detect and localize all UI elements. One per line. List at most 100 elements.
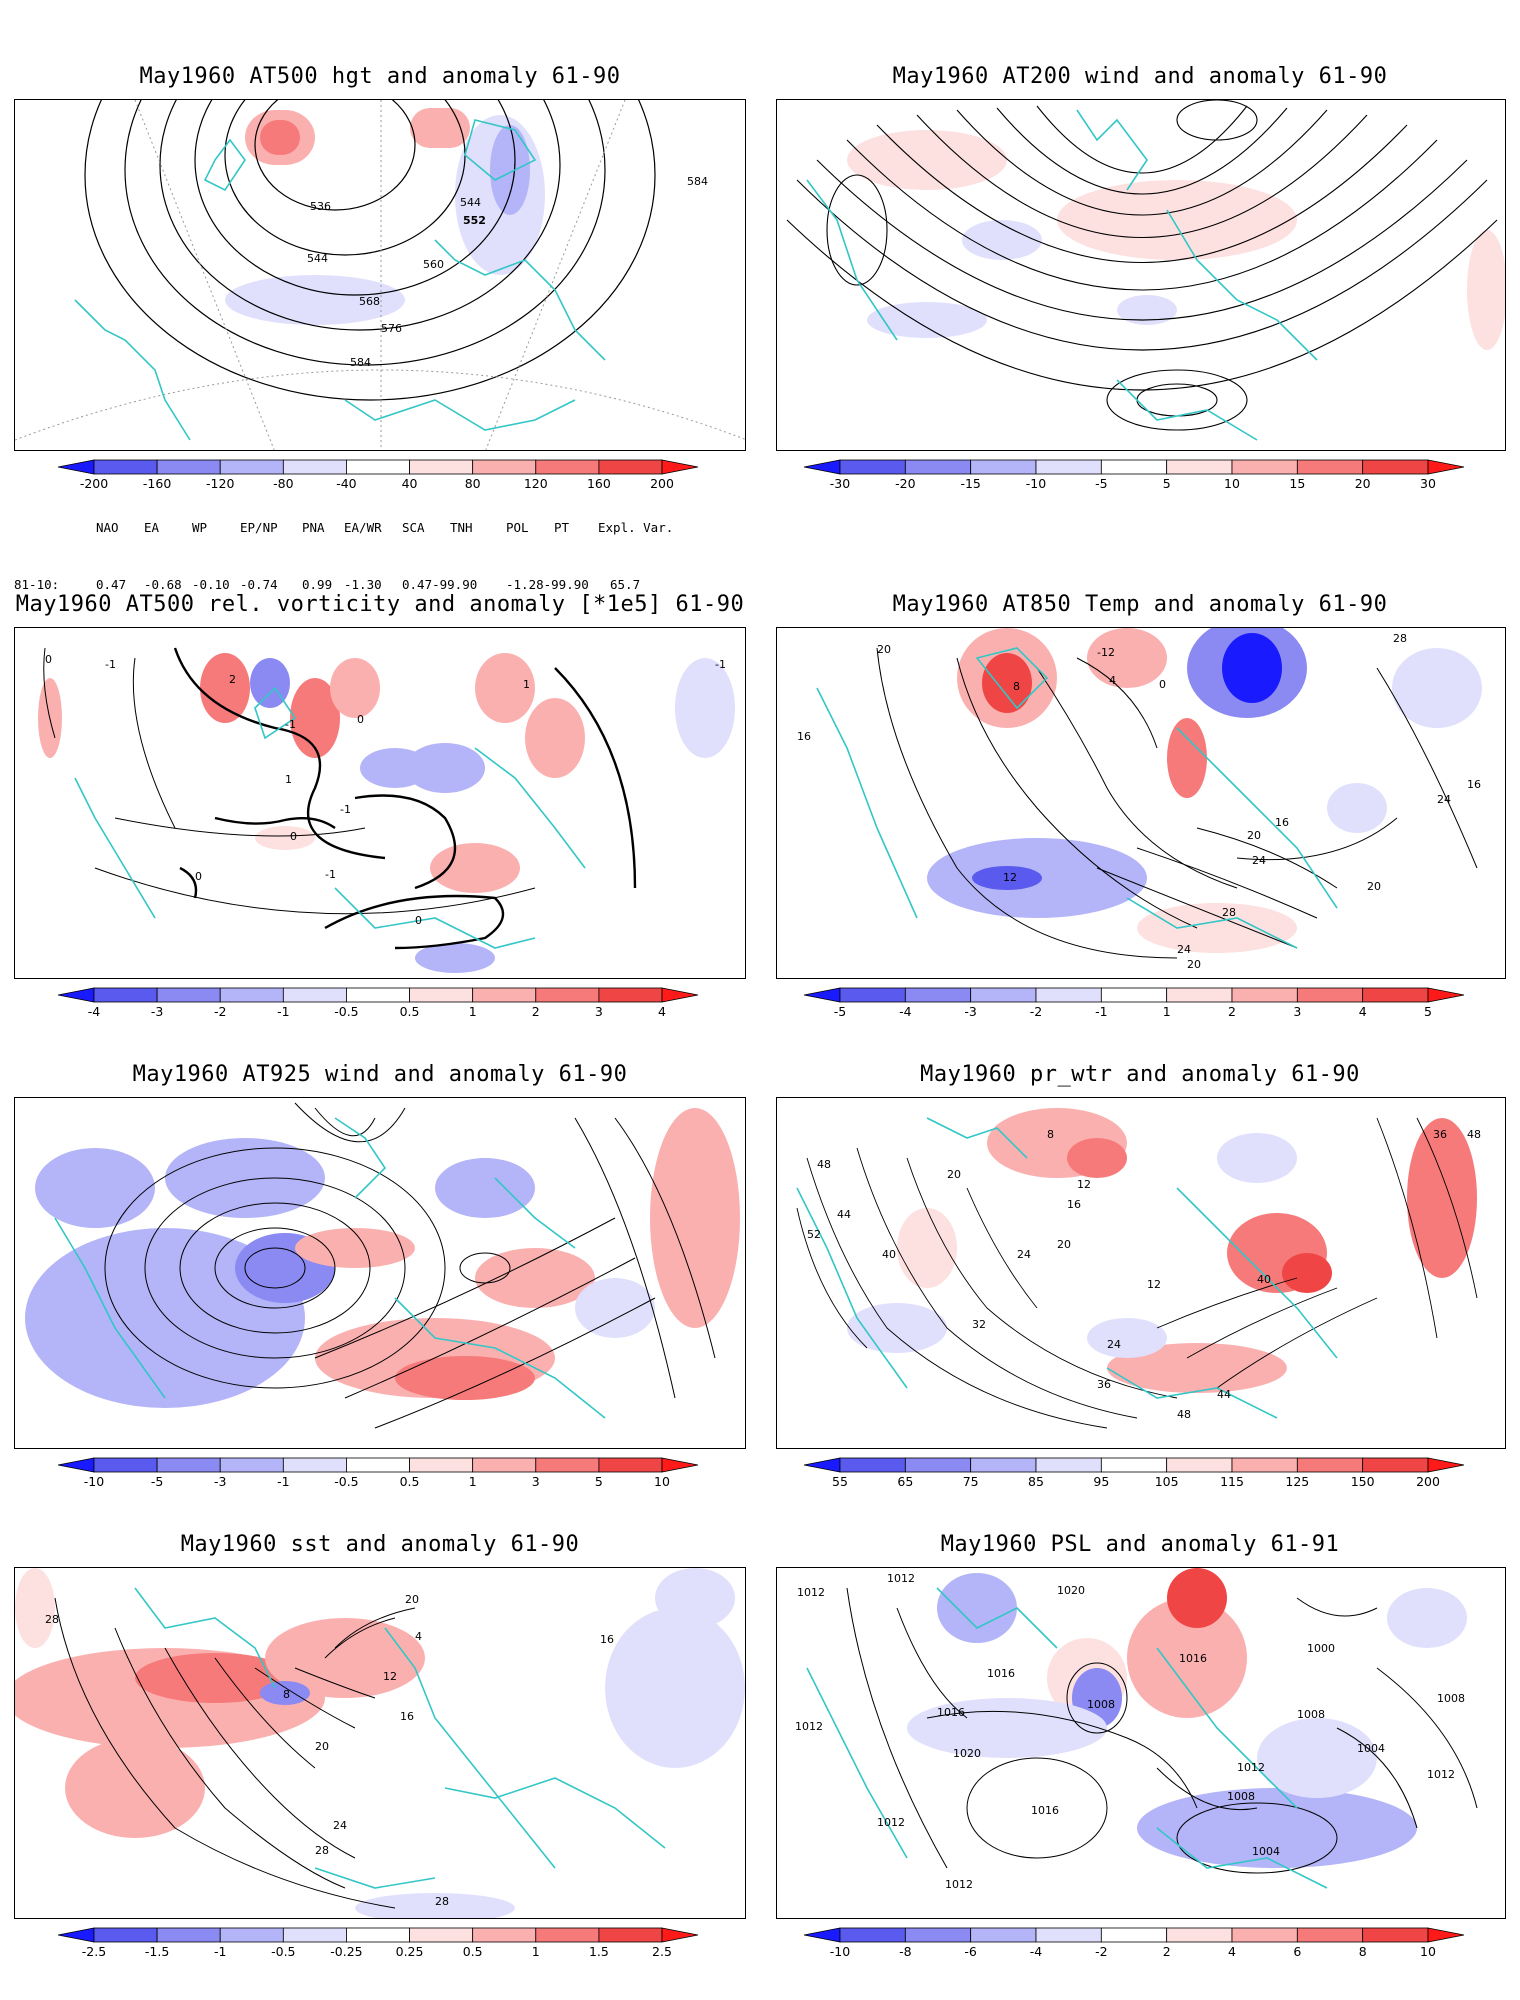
anom-positive-region — [255, 826, 315, 850]
colorbar-segment — [219, 459, 284, 475]
colorbar-tick-label: 1 — [532, 1944, 540, 1959]
colorbar-tick-label: 0.5 — [400, 1004, 420, 1019]
colorbar-arrow-left — [57, 1927, 95, 1943]
colorbar-segment — [1166, 459, 1233, 475]
anom-positive-region — [200, 653, 250, 723]
contour-label: 24 — [1107, 1338, 1121, 1351]
anom-negative-region — [1327, 783, 1387, 833]
colorbar-tick-label: -0.5 — [271, 1944, 295, 1959]
anom-negative-region — [25, 1228, 305, 1408]
colorbar-tick-label: 10 — [1420, 1944, 1436, 1959]
panel-title: May1960 AT925 wind and anomaly 61-90 — [132, 1062, 628, 1087]
anom-positive-region — [330, 658, 380, 718]
colorbar-segment — [1362, 1927, 1429, 1943]
contour-label: 0 — [290, 830, 297, 843]
colorbar-arrow-right — [1427, 1927, 1465, 1943]
contour-label: 1016 — [987, 1667, 1015, 1680]
colorbar-segment — [970, 1927, 1037, 1943]
colorbar-tick-label: 0.25 — [396, 1944, 424, 1959]
contour-label: -1 — [325, 868, 336, 881]
colorbar-tick-label: 4 — [658, 1004, 666, 1019]
colorbar-tick-label: 5 — [1163, 476, 1171, 491]
colorbar-segment — [93, 987, 158, 1003]
anom-positive-region — [265, 1618, 425, 1698]
colorbar-segment — [598, 987, 663, 1003]
colorbar-segment — [1035, 459, 1102, 475]
map-psl: 1012 1012 1020 1016 1008 1016 1020 1012 … — [776, 1567, 1506, 1919]
contour-label: -1 — [105, 658, 116, 671]
anom-positive-region — [65, 1738, 205, 1838]
colorbar-tick-label: -2 — [1030, 1004, 1042, 1019]
contour-label: 20 — [1057, 1238, 1071, 1251]
colorbar-tick-label: 160 — [587, 476, 611, 491]
map-at500-vorticity: 0 -1 2 -1 0 1 -1 0 -1 0 0 1 -1 — [14, 627, 746, 979]
colorbar-tick-label: 1 — [469, 1004, 477, 1019]
contour-label: 1012 — [945, 1878, 973, 1891]
colorbar-tick-label: -4 — [899, 1004, 912, 1019]
contour-label: 20 — [1187, 958, 1201, 971]
colorbar-tick-label: 65 — [897, 1474, 913, 1489]
panel-at925-wind: May1960 AT925 wind and anomaly 61-90 — [0, 1030, 760, 1500]
colorbar-tick-label: 20 — [1355, 476, 1371, 491]
contour-label: 0 — [357, 713, 364, 726]
contour-label: 12 — [1077, 1178, 1091, 1191]
teleconnection-header: TNH — [450, 520, 473, 535]
contour-label: 568 — [359, 295, 380, 308]
contour-label: 24 — [1017, 1248, 1031, 1261]
colorbar-arrow-right — [1427, 987, 1465, 1003]
teleconnection-value: -1.30 — [344, 577, 382, 592]
anom-negative-region — [867, 302, 987, 338]
colorbar-tick-label: 40 — [402, 476, 418, 491]
contour-label: 0 — [415, 914, 422, 927]
teleconnection-header: SCA — [402, 520, 425, 535]
colorbar-segment — [904, 1927, 972, 1943]
colorbar-tick-label: 6 — [1293, 1944, 1301, 1959]
anom-positive-region — [475, 1248, 595, 1308]
colorbar-tick-label: 30 — [1420, 476, 1436, 491]
anom-positive-region — [395, 1356, 535, 1400]
colorbar-tick-label: -8 — [899, 1944, 912, 1959]
colorbar-tick-label: 8 — [1359, 1944, 1367, 1959]
colorbar-tick-label: 2.5 — [652, 1944, 672, 1959]
teleconnection-value: -0.10 — [192, 577, 230, 592]
colorbar-segment — [219, 1457, 284, 1473]
contour-label: 52 — [807, 1228, 821, 1241]
colorbar-segment — [282, 459, 347, 475]
colorbar-arrow-left — [803, 1457, 841, 1473]
colorbar-svg: -5 -4 -3 -2 -1 1 2 3 4 5 — [803, 987, 1465, 1019]
anom-negative-region — [1222, 633, 1282, 703]
anom-positive-region — [1167, 718, 1207, 798]
colorbar-tick-label: -5 — [151, 1474, 163, 1489]
colorbar-segment — [156, 1457, 221, 1473]
colorbar-segment — [535, 987, 600, 1003]
colorbar-tick-label: -20 — [895, 476, 915, 491]
colorbar-svg: -10 -8 -6 -4 -2 2 4 6 8 10 — [803, 1927, 1465, 1959]
colorbar-tick-label: 15 — [1289, 476, 1305, 491]
teleconnection-header-row: NAO EA WP EP/NP PNA EA/WR SCA TNH POL PT Expl. Var… — [14, 518, 690, 537]
colorbar-segment — [1100, 1457, 1168, 1473]
colorbar-segment — [1166, 1457, 1233, 1473]
teleconnection-header: POL — [506, 520, 529, 535]
anom-negative-region — [1257, 1718, 1377, 1798]
contour-label: 4 — [1109, 674, 1116, 687]
anom-negative-region — [847, 1303, 947, 1353]
colorbar-tick-label: 200 — [1416, 1474, 1440, 1489]
teleconnection-table: NAO EA WP EP/NP PNA EA/WR SCA TNH POL PT Expl. Var… — [14, 480, 690, 613]
colorbar-tick-label: 0.5 — [400, 1474, 420, 1489]
colorbar-segment — [1035, 1457, 1102, 1473]
colorbar-arrow-left — [803, 459, 841, 475]
colorbar-segment — [1231, 459, 1298, 475]
contour-label: 16 — [1275, 816, 1289, 829]
contour-label: 560 — [423, 258, 444, 271]
colorbar-arrow-right — [1427, 459, 1465, 475]
contour-label: 12 — [1003, 871, 1017, 884]
contour-label: -12 — [1097, 646, 1115, 659]
colorbar-segment — [970, 459, 1037, 475]
contour-label: 8 — [283, 1688, 290, 1701]
contour-label: 36 — [1433, 1128, 1447, 1141]
colorbar-svg: -200 -160 -120 -80 -40 40 80 120 160 200 — [57, 459, 699, 491]
colorbar-tick-label: -80 — [273, 476, 293, 491]
anom-negative-region — [675, 658, 735, 758]
colorbar-segment — [93, 459, 158, 475]
panel-at850-temp: May1960 AT850 Temp and anomaly 61-90 — [760, 560, 1520, 1030]
